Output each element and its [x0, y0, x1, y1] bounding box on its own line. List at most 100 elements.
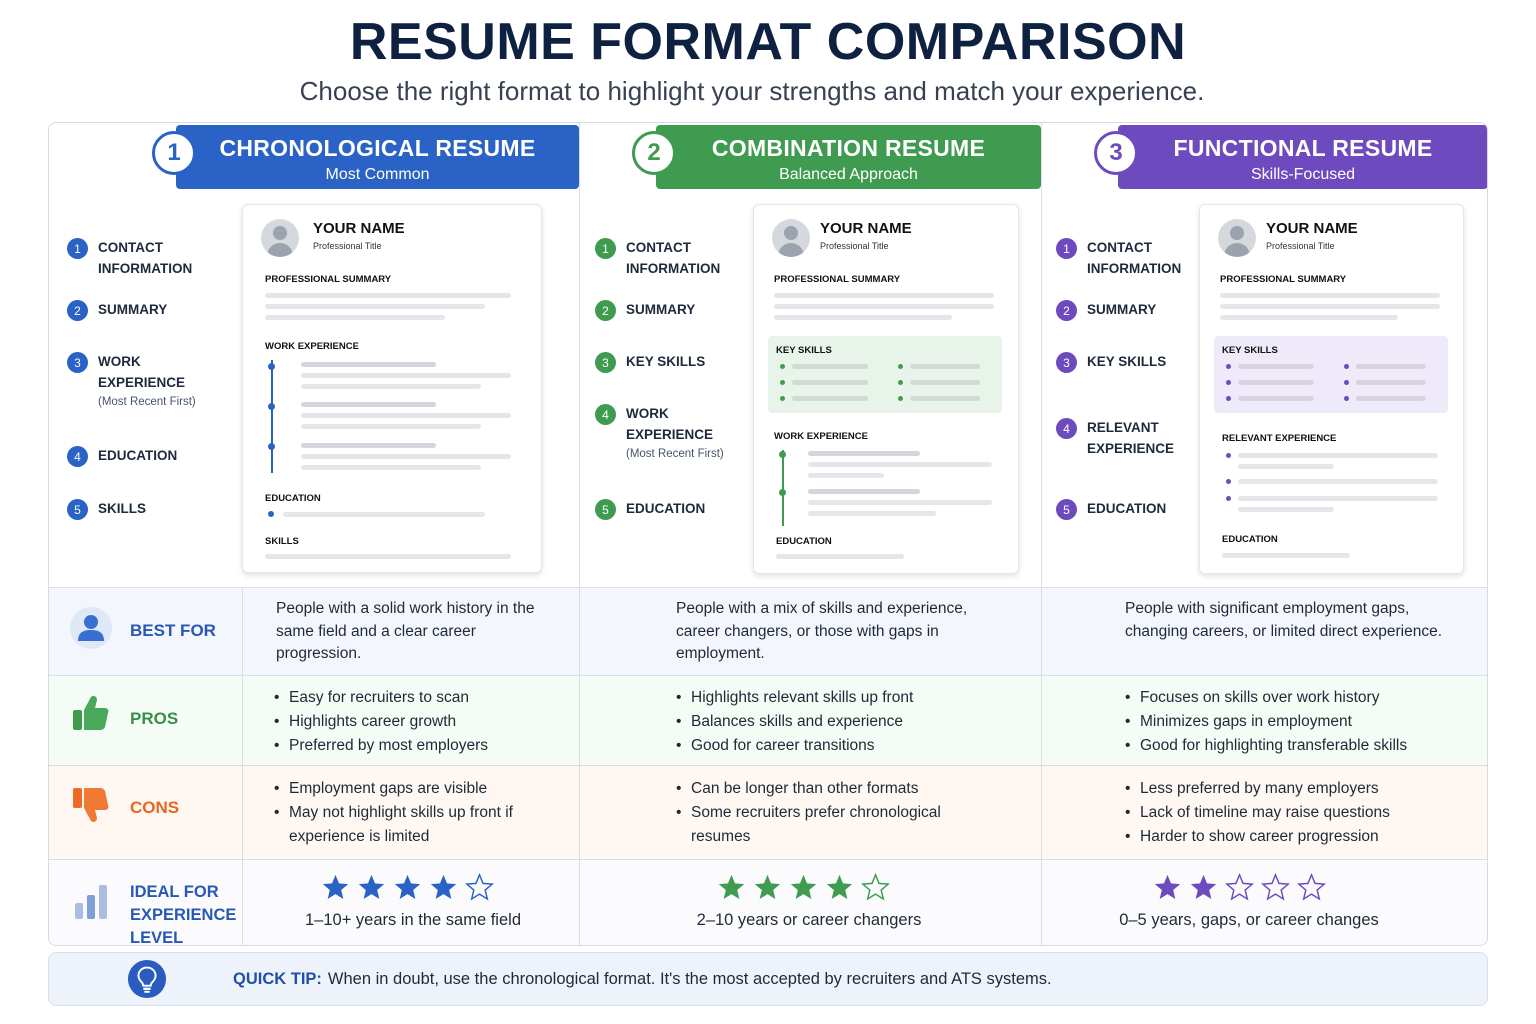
section-number: 5	[1056, 499, 1077, 520]
section-label: SKILLS	[98, 501, 147, 516]
best-for-functional: People with significant employment gaps,…	[1125, 600, 1443, 640]
resume-heading: PROFESSIONAL SUMMARY	[265, 274, 392, 285]
cons-list: Employment gaps are visibleMay not highl…	[274, 777, 564, 849]
section-label: KEY SKILLS	[1087, 354, 1167, 369]
resume-heading: KEY SKILLS	[776, 345, 832, 356]
quick-tip-banner: QUICK TIP: When in doubt, use the chronol…	[48, 952, 1488, 1006]
section-item: 5 EDUCATION	[595, 498, 736, 520]
section-item: 4 EDUCATION	[67, 445, 208, 467]
section-label: EDUCATION	[1087, 501, 1167, 516]
section-item: 2 SUMMARY	[595, 299, 736, 321]
cons-item: May not highlight skills up front if exp…	[274, 801, 564, 849]
star-empty-icon	[465, 873, 494, 901]
resume-preview-functional: YOUR NAME Professional Title PROFESSIONA…	[1199, 204, 1464, 574]
column-number-badge: 3	[1094, 131, 1138, 175]
best-for-row	[49, 587, 1487, 675]
pros-item: Good for highlighting transferable skill…	[1125, 734, 1465, 758]
resume-heading: EDUCATION	[1222, 534, 1278, 545]
resume-role: Professional Title	[820, 241, 889, 251]
section-label: WORK EXPERIENCE	[98, 354, 186, 390]
resume-heading: WORK EXPERIENCE	[265, 341, 359, 352]
section-number: 4	[1056, 418, 1077, 439]
resume-role: Professional Title	[313, 241, 382, 251]
section-label: EDUCATION	[98, 448, 178, 463]
section-item: 5 SKILLS	[67, 498, 208, 520]
section-item: 3 KEY SKILLS	[1056, 351, 1197, 373]
thumbs-up-icon	[73, 696, 109, 730]
star-filled-icon	[826, 874, 853, 899]
section-label: RELEVANT EXPERIENCE	[1087, 420, 1175, 456]
star-filled-icon	[754, 874, 781, 899]
section-number: 4	[67, 446, 88, 467]
chronological-header: CHRONOLOGICAL RESUME Most Common	[176, 125, 579, 189]
resume-heading: WORK EXPERIENCE	[774, 431, 868, 442]
avatar-icon	[261, 219, 299, 257]
star-empty-icon	[1225, 873, 1254, 901]
column-subtitle: Skills-Focused	[1250, 166, 1356, 183]
pros-list: Highlights relevant skills up frontBalan…	[676, 686, 1006, 758]
section-number: 2	[1056, 300, 1077, 321]
star-filled-icon	[1154, 874, 1181, 899]
section-label: SUMMARY	[1087, 302, 1157, 317]
section-label: CONTACT INFORMATION	[1087, 240, 1182, 276]
cons-list: Less preferred by many employersLack of …	[1125, 777, 1465, 849]
ideal-row	[49, 859, 1487, 945]
section-item: 3 WORK EXPERIENCE (Most Recent First)	[67, 351, 208, 411]
resume-heading: PROFESSIONAL SUMMARY	[1220, 274, 1347, 285]
section-number: 3	[67, 352, 88, 373]
section-number: 1	[595, 238, 616, 259]
section-item: 1 CONTACT INFORMATION	[67, 237, 208, 279]
quick-tip-body: When in doubt, use the chronological for…	[327, 970, 1052, 988]
pros-item: Good for career transitions	[676, 734, 1006, 758]
star-filled-icon	[790, 874, 817, 899]
section-number: 5	[67, 499, 88, 520]
section-item: 2 SUMMARY	[1056, 299, 1197, 321]
cons-list: Can be longer than other formatsSome rec…	[676, 777, 976, 849]
column-title: COMBINATION RESUME	[711, 135, 986, 161]
section-label: SUMMARY	[98, 302, 168, 317]
section-number: 2	[67, 300, 88, 321]
star-empty-icon	[1261, 873, 1290, 901]
pros-item: Focuses on skills over work history	[1125, 686, 1465, 710]
page-subtitle: Choose the right format to highlight you…	[299, 76, 1205, 106]
section-label: CONTACT INFORMATION	[98, 240, 193, 276]
column-subtitle: Most Common	[325, 166, 430, 183]
star-filled-icon	[322, 874, 349, 899]
section-label: KEY SKILLS	[626, 354, 706, 369]
bar-chart-icon	[75, 885, 107, 919]
comparison-table: CHRONOLOGICAL RESUME Most Common 1 COMBI…	[48, 122, 1488, 946]
resume-name: YOUR NAME	[820, 220, 912, 237]
section-item: 3 KEY SKILLS	[595, 351, 736, 373]
column-number-badge: 1	[152, 131, 196, 175]
pros-item: Minimizes gaps in employment	[1125, 710, 1465, 734]
resume-heading: EDUCATION	[776, 536, 832, 547]
cons-item: Can be longer than other formats	[676, 777, 976, 801]
row-label-pros: PROS	[130, 709, 179, 728]
rating-stars	[717, 873, 890, 902]
section-note: (Most Recent First)	[626, 448, 724, 460]
section-label: CONTACT INFORMATION	[626, 240, 721, 276]
cons-item: Employment gaps are visible	[274, 777, 564, 801]
combination-header: COMBINATION RESUME Balanced Approach	[656, 125, 1041, 189]
resume-name: YOUR NAME	[313, 220, 405, 237]
pros-item: Balances skills and experience	[676, 710, 1006, 734]
star-filled-icon	[430, 874, 457, 899]
resume-heading: KEY SKILLS	[1222, 345, 1278, 356]
pros-item: Easy for recruiters to scan	[274, 686, 564, 710]
page-title: RESUME FORMAT COMPARISON	[349, 13, 1187, 71]
column-title: FUNCTIONAL RESUME	[1173, 135, 1433, 161]
section-item: 1 CONTACT INFORMATION	[1056, 237, 1197, 279]
avatar-icon	[772, 219, 810, 257]
resume-heading: EDUCATION	[265, 493, 321, 504]
thumbs-down-icon	[73, 788, 109, 822]
section-number: 3	[1056, 352, 1077, 373]
section-number: 3	[595, 352, 616, 373]
cons-item: Some recruiters prefer chronological res…	[676, 801, 976, 849]
pros-list: Focuses on skills over work historyMinim…	[1125, 686, 1465, 758]
functional-header: FUNCTIONAL RESUME Skills-Focused	[1118, 125, 1487, 189]
section-item: 1 CONTACT INFORMATION	[595, 237, 736, 279]
section-label: SUMMARY	[626, 302, 696, 317]
section-note: (Most Recent First)	[98, 396, 196, 408]
resume-preview-combination: YOUR NAME Professional Title PROFESSIONA…	[753, 204, 1019, 574]
cons-item: Lack of timeline may raise questions	[1125, 801, 1465, 825]
